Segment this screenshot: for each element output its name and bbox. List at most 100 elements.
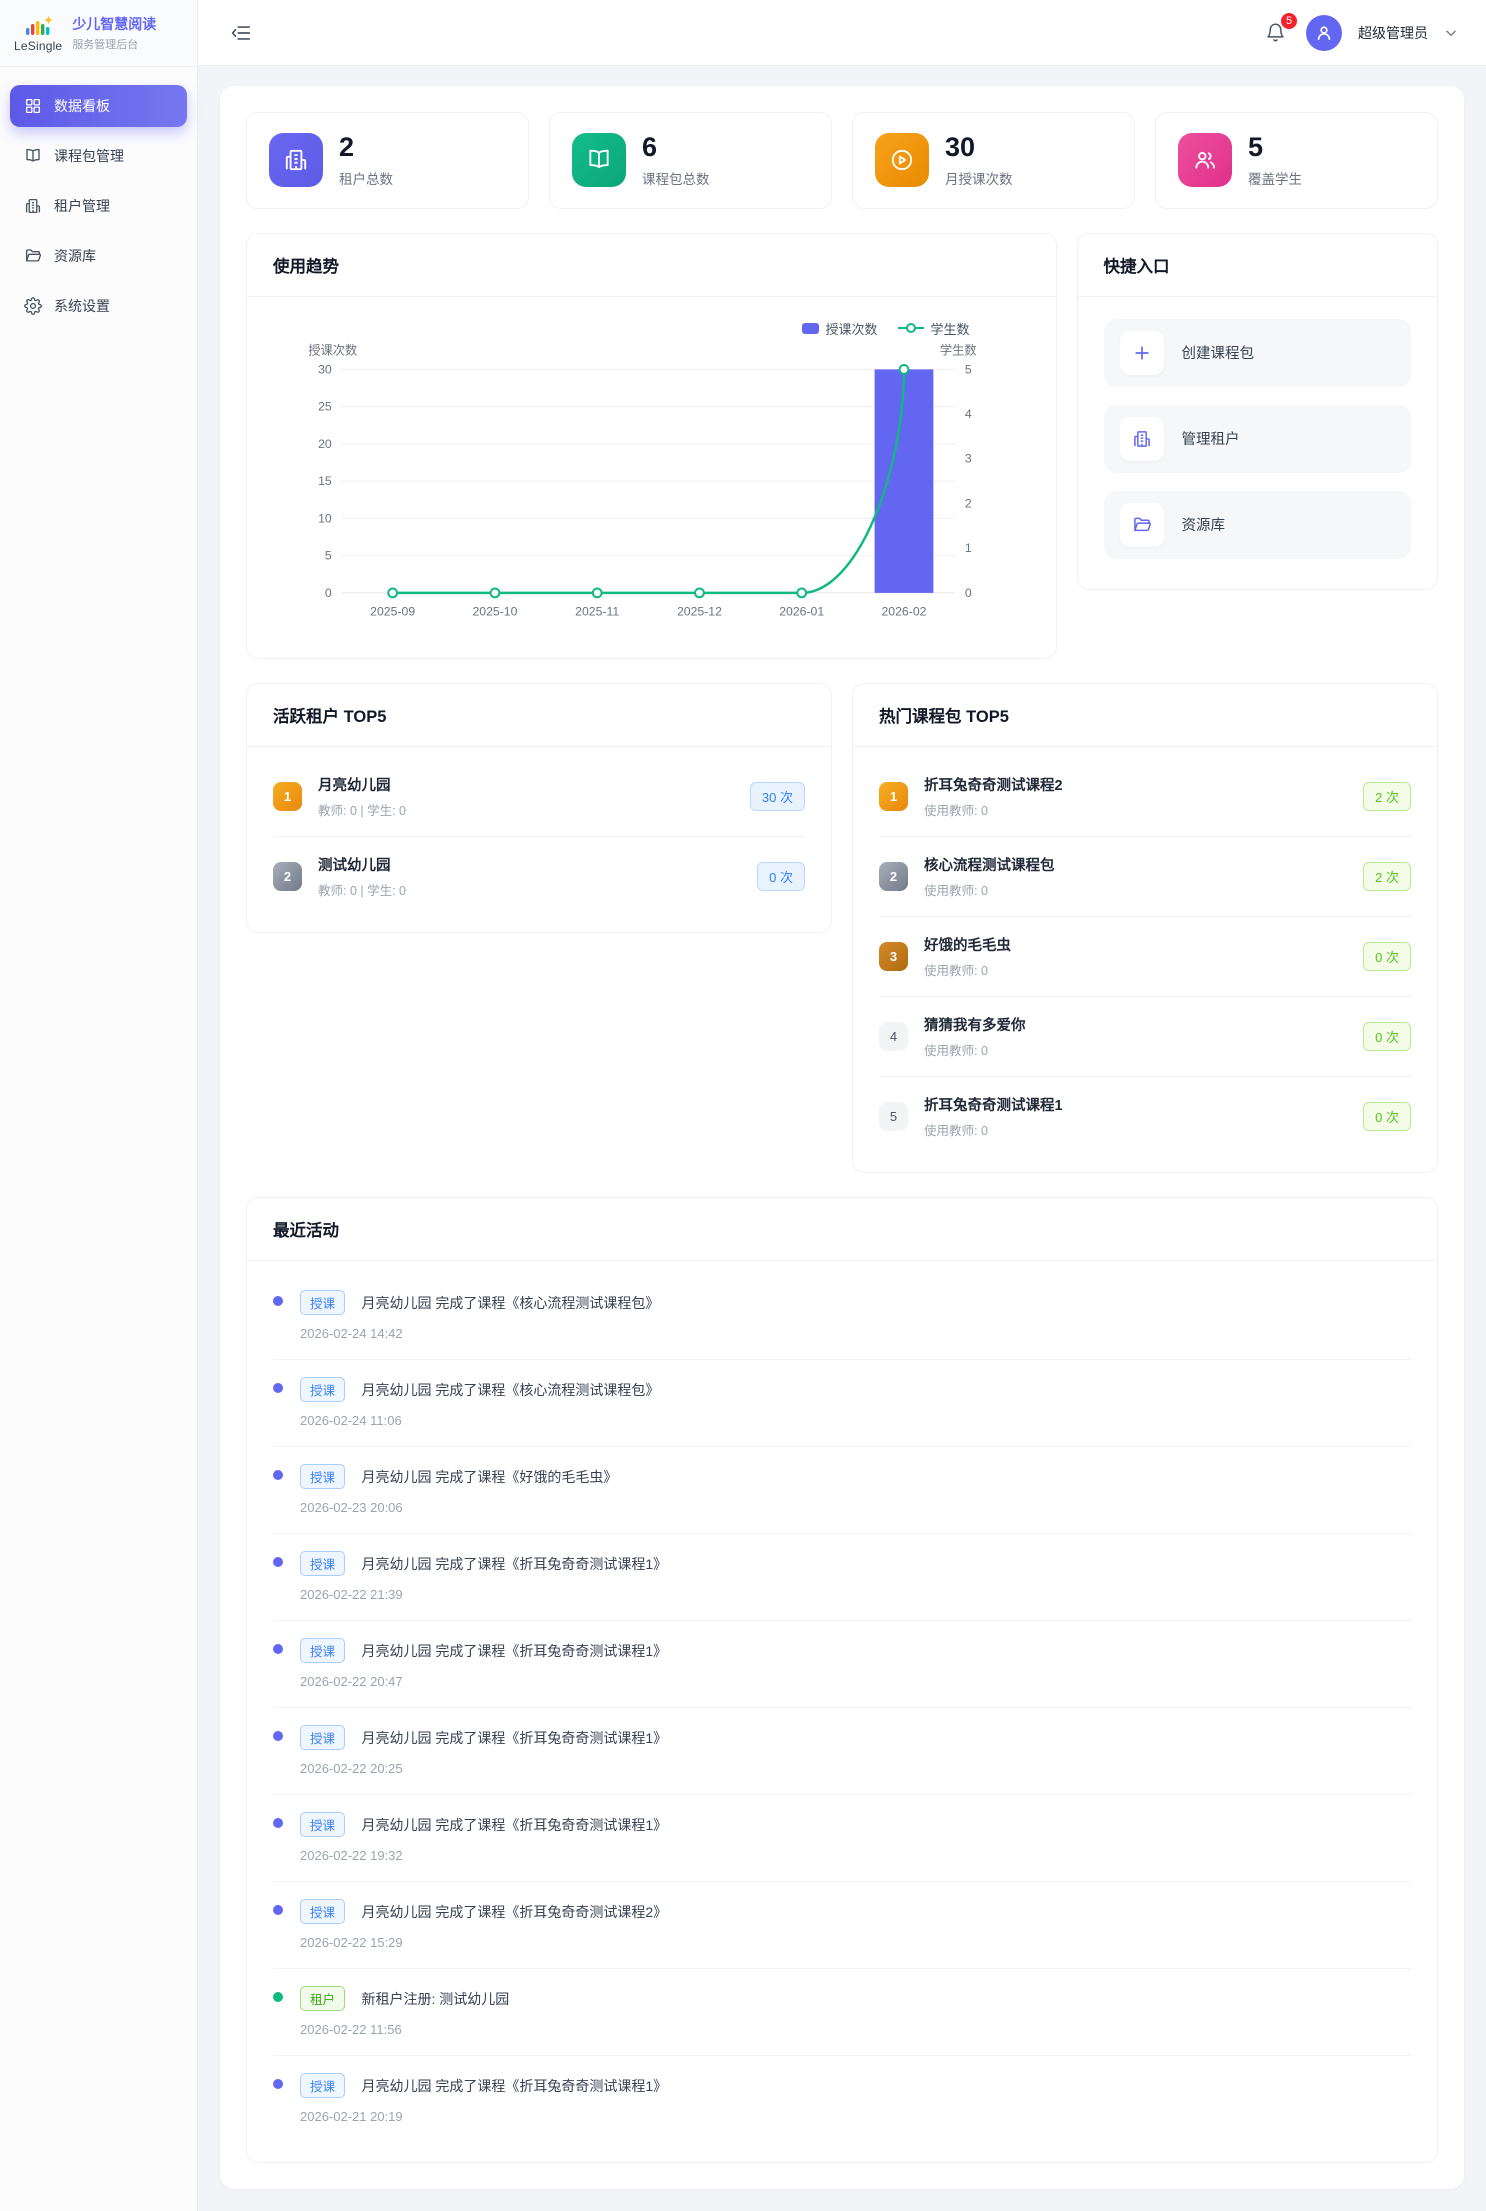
- tenant-name: 月亮幼儿园: [318, 777, 391, 794]
- sidebar-item-dashboard[interactable]: 数据看板: [10, 85, 187, 127]
- svg-text:2025-09: 2025-09: [370, 604, 415, 618]
- activity-row: 授课 月亮幼儿园 完成了课程《折耳兔奇奇测试课程1》 2026-02-22 20…: [273, 1621, 1411, 1708]
- stat-label: 课程包总数: [642, 171, 710, 187]
- svg-text:2025-10: 2025-10: [472, 604, 517, 618]
- activity-time: 2026-02-22 19:32: [300, 1847, 403, 1863]
- stat-label: 月授课次数: [945, 171, 1013, 187]
- stat-label: 租户总数: [339, 171, 393, 187]
- header: 5 超级管理员: [198, 0, 1486, 66]
- activity-time: 2026-02-22 15:29: [300, 1934, 403, 1950]
- use-count-badge: 0 次: [1363, 1021, 1411, 1051]
- activity-text: 月亮幼儿园 完成了课程《折耳兔奇奇测试课程1》: [361, 1729, 668, 1746]
- quick-entry-title: 快捷入口: [1103, 257, 1170, 276]
- activity-time: 2026-02-24 11:06: [300, 1412, 402, 1428]
- activity-time: 2026-02-24 14:42: [300, 1325, 403, 1341]
- quick-resource-library-button[interactable]: 资源库: [1103, 490, 1411, 559]
- sidebar-item-course-packages[interactable]: 课程包管理: [10, 135, 187, 177]
- stat-card-tenants: 2 租户总数: [246, 112, 529, 209]
- stat-label: 覆盖学生: [1248, 171, 1302, 187]
- lesson-count-badge: 30 次: [749, 781, 805, 811]
- rank-badge: 1: [879, 781, 908, 811]
- course-rank-row: 1 折耳兔奇奇测试课程2 使用教师: 0 2 次: [879, 757, 1411, 837]
- activity-dot: [273, 2078, 283, 2089]
- sidebar-nav: 数据看板 课程包管理: [0, 67, 197, 345]
- activity-tag: 授课: [300, 1463, 346, 1489]
- activity-row: 授课 月亮幼儿园 完成了课程《折耳兔奇奇测试课程1》 2026-02-22 21…: [273, 1534, 1411, 1621]
- tenant-rank-row: 2 测试幼儿园 教师: 0 | 学生: 0 0 次: [273, 837, 805, 916]
- activity-text: 月亮幼儿园 完成了课程《折耳兔奇奇测试课程2》: [361, 1903, 668, 1920]
- sidebar: LeSingle 少儿智慧阅读 服务管理后台 数据看板: [0, 0, 198, 2211]
- activity-text: 月亮幼儿园 完成了课程《折耳兔奇奇测试课程1》: [361, 1816, 668, 1833]
- chart-legend: 授课次数 学生数: [269, 319, 1034, 338]
- sidebar-item-resources[interactable]: 资源库: [10, 235, 187, 277]
- svg-text:20: 20: [318, 437, 332, 451]
- course-name: 核心流程测试课程包: [924, 857, 1055, 874]
- course-name: 好饿的毛毛虫: [924, 937, 1011, 954]
- course-rank-row: 5 折耳兔奇奇测试课程1 使用教师: 0 0 次: [879, 1077, 1411, 1156]
- bell-icon: [1265, 22, 1286, 43]
- notification-badge: 5: [1280, 12, 1298, 30]
- svg-text:25: 25: [318, 399, 332, 413]
- plus-icon: [1119, 330, 1164, 375]
- sidebar-item-settings[interactable]: 系统设置: [10, 285, 187, 327]
- activity-row: 授课 月亮幼儿园 完成了课程《折耳兔奇奇测试课程1》 2026-02-22 20…: [273, 1708, 1411, 1795]
- activity-dot: [273, 1295, 283, 1306]
- activity-text: 月亮幼儿园 完成了课程《好饿的毛毛虫》: [361, 1468, 618, 1485]
- course-meta: 使用教师: 0: [924, 1123, 988, 1138]
- building-icon: [1119, 416, 1164, 461]
- sidebar-item-tenants[interactable]: 租户管理: [10, 185, 187, 227]
- activity-tag: 授课: [300, 1898, 346, 1924]
- activity-row: 授课 月亮幼儿园 完成了课程《好饿的毛毛虫》 2026-02-23 20:06: [273, 1447, 1411, 1534]
- activity-tag: 授课: [300, 2072, 346, 2098]
- folder-icon: [1119, 502, 1164, 547]
- svg-text:学生数: 学生数: [940, 342, 977, 357]
- rank-badge: 2: [273, 861, 302, 891]
- activity-dot: [273, 1817, 283, 1828]
- course-name: 折耳兔奇奇测试课程1: [924, 1097, 1063, 1114]
- activity-row: 授课 月亮幼儿园 完成了课程《折耳兔奇奇测试课程1》 2026-02-21 20…: [273, 2056, 1411, 2142]
- quick-create-course-button[interactable]: 创建课程包: [1103, 318, 1411, 387]
- usage-trend-title: 使用趋势: [273, 257, 339, 276]
- legend-item-students[interactable]: 学生数: [897, 319, 970, 338]
- recent-activity-card: 最近活动 授课 月亮幼儿园 完成了课程《核心流程测试课程包》 2026-02-2…: [246, 1196, 1438, 2163]
- activity-text: 新租户注册: 测试幼儿园: [361, 1990, 510, 2007]
- tenant-icon: [24, 197, 42, 215]
- usage-trend-card: 使用趋势 授课次数 学生数: [246, 232, 1057, 659]
- course-name: 折耳兔奇奇测试课程2: [924, 777, 1063, 794]
- quick-manage-tenants-button[interactable]: 管理租户: [1103, 404, 1411, 473]
- notifications-button[interactable]: 5: [1261, 12, 1298, 47]
- svg-text:2025-11: 2025-11: [575, 604, 619, 618]
- play-circle-icon: [875, 133, 929, 188]
- chevron-down-icon[interactable]: [1444, 26, 1458, 40]
- activity-time: 2026-02-22 21:39: [300, 1586, 403, 1602]
- activity-dot: [273, 1643, 283, 1654]
- activity-dot: [273, 1991, 283, 2002]
- activity-dot: [273, 1904, 283, 1915]
- svg-text:10: 10: [318, 511, 332, 525]
- svg-text:授课次数: 授课次数: [308, 342, 357, 357]
- use-count-badge: 2 次: [1363, 781, 1411, 811]
- bar-series-swatch: [801, 322, 819, 334]
- stat-value: 2: [339, 132, 355, 162]
- tenant-name: 测试幼儿园: [318, 857, 391, 874]
- legend-label: 授课次数: [825, 321, 878, 337]
- app-title: 少儿智慧阅读: [72, 16, 157, 33]
- activity-dot: [273, 1382, 283, 1393]
- app-subtitle: 服务管理后台: [72, 38, 139, 51]
- dashboard-icon: [24, 97, 42, 115]
- activity-time: 2026-02-22 11:56: [300, 2021, 402, 2037]
- line-series: [392, 369, 906, 594]
- svg-text:2: 2: [965, 496, 972, 510]
- legend-item-lessons[interactable]: 授课次数: [801, 319, 878, 338]
- sidebar-item-label: 租户管理: [54, 198, 110, 214]
- stat-card-students: 5 覆盖学生: [1155, 112, 1438, 209]
- activity-dot: [273, 1469, 283, 1480]
- course-package-icon: [24, 147, 42, 165]
- course-rank-row: 3 好饿的毛毛虫 使用教师: 0 0 次: [879, 917, 1411, 997]
- sidebar-collapse-button[interactable]: [226, 18, 256, 48]
- user-name[interactable]: 超级管理员: [1358, 24, 1428, 41]
- open-book-icon: [572, 133, 626, 188]
- avatar[interactable]: [1306, 14, 1342, 51]
- rank-badge: 5: [879, 1101, 908, 1131]
